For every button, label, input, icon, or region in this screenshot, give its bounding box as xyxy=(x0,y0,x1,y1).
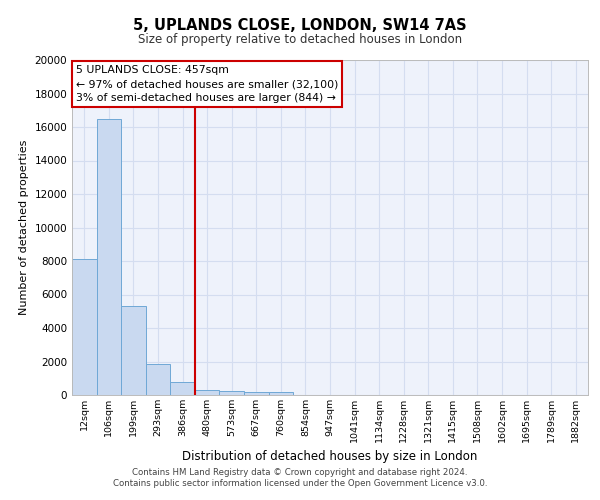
Text: Contains HM Land Registry data © Crown copyright and database right 2024.
Contai: Contains HM Land Registry data © Crown c… xyxy=(113,468,487,487)
Text: 5 UPLANDS CLOSE: 457sqm
← 97% of detached houses are smaller (32,100)
3% of semi: 5 UPLANDS CLOSE: 457sqm ← 97% of detache… xyxy=(76,65,338,103)
Y-axis label: Number of detached properties: Number of detached properties xyxy=(19,140,29,315)
Bar xyxy=(220,391,244,395)
X-axis label: Distribution of detached houses by size in London: Distribution of detached houses by size … xyxy=(182,450,478,464)
Bar xyxy=(97,118,121,395)
Bar xyxy=(195,390,220,395)
Bar xyxy=(72,260,97,395)
Bar xyxy=(244,392,269,395)
Bar xyxy=(146,364,170,395)
Text: 5, UPLANDS CLOSE, LONDON, SW14 7AS: 5, UPLANDS CLOSE, LONDON, SW14 7AS xyxy=(133,18,467,32)
Text: Size of property relative to detached houses in London: Size of property relative to detached ho… xyxy=(138,32,462,46)
Bar xyxy=(269,392,293,395)
Bar xyxy=(121,306,146,395)
Bar xyxy=(170,382,195,395)
